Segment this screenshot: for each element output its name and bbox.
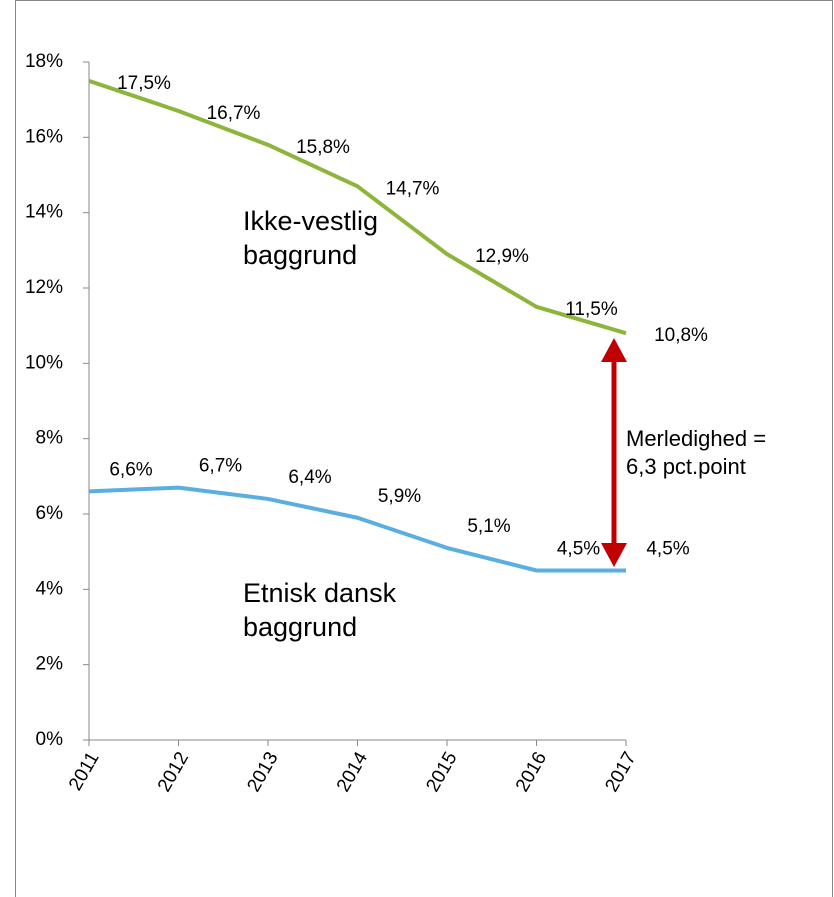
y-tick-label: 14% [25,202,63,223]
data-label: 15,8% [296,137,350,158]
frame [15,0,833,897]
data-label: 10,8% [654,325,708,346]
y-tick-label: 4% [36,578,64,599]
x-tick-label: 2011 [65,749,104,795]
y-tick-label: 18% [25,51,63,72]
x-tick-label: 2013 [243,749,282,796]
x-tick-label: 2016 [512,749,551,796]
series-label: Etnisk dansk baggrund [243,578,397,642]
y-tick-label: 8% [36,428,64,449]
data-label: 16,7% [207,103,261,124]
data-label: 6,4% [288,467,331,488]
y-tick-label: 10% [25,352,63,373]
data-label: 17,5% [117,73,171,94]
y-tick-label: 16% [25,126,63,147]
y-tick-label: 2% [36,654,64,675]
data-label: 11,5% [565,299,618,320]
data-label: 4,5% [646,539,689,560]
series-label: Ikke-vestlig baggrund [243,206,379,270]
data-label: 14,7% [386,178,440,199]
series-line [88,485,626,573]
x-tick-label: 2017 [601,749,640,796]
y-tick-label: 0% [36,729,64,750]
series-line [88,78,627,336]
data-label: 5,1% [467,516,510,537]
data-label: 6,6% [109,459,152,480]
data-label: 4,5% [557,539,600,560]
x-tick-label: 2015 [422,749,461,796]
x-tick-label: 2014 [333,748,373,795]
annotation: Merledighed = 6,3 pct.point [626,426,767,479]
gap-arrow [601,338,627,567]
data-label: 6,7% [199,456,242,477]
data-label: 12,9% [475,246,529,267]
y-tick-label: 6% [36,503,64,524]
y-tick-label: 12% [25,277,63,298]
x-tick-label: 2012 [154,749,193,796]
data-label: 5,9% [378,486,421,507]
